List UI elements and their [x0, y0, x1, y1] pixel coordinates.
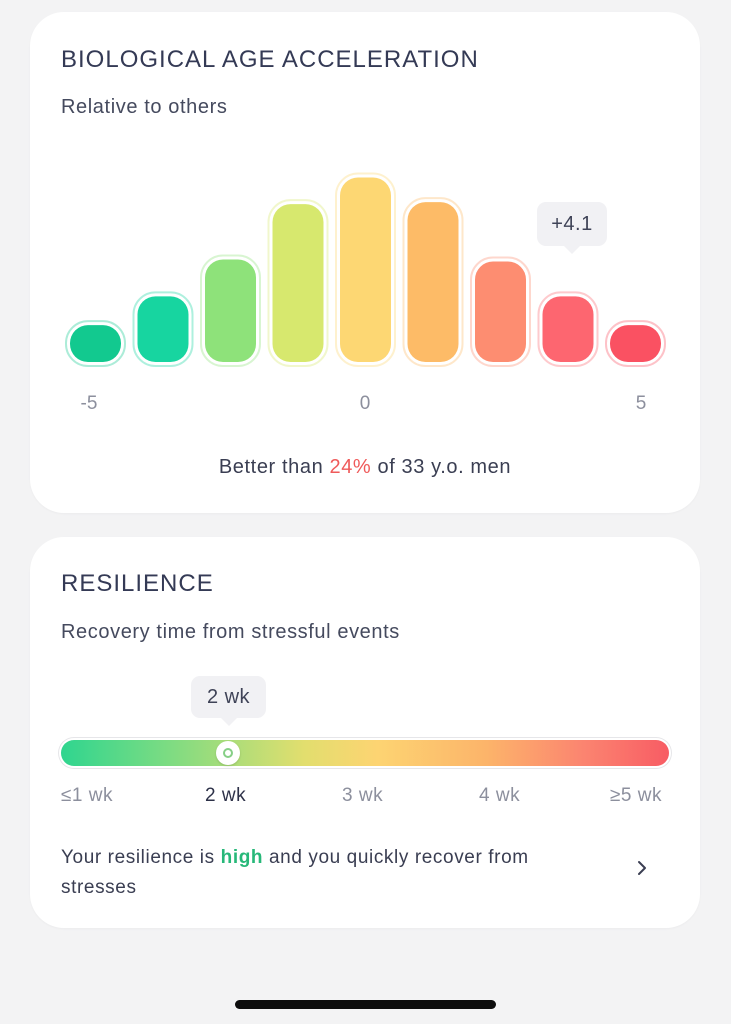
histogram-bar — [272, 204, 324, 362]
highlighted-value-tooltip: +4.1 — [537, 202, 607, 254]
comparison-summary: Better than 24% of 33 y.o. men — [30, 456, 700, 479]
scale-label-1wk: ≤1 wk — [61, 785, 113, 806]
biological-age-histogram — [65, 172, 666, 368]
summary-prefix: Better than — [218, 456, 330, 478]
scale-label-2wk: 2 wk — [205, 785, 247, 806]
resilience-level: high — [220, 847, 264, 868]
histogram-bar — [70, 325, 121, 362]
resilience-value-tooltip: 2 wk — [191, 676, 266, 726]
scale-label-4wk: 4 wk — [479, 785, 521, 806]
biological-age-card: BIOLOGICAL AGE ACCELERATION Relative to … — [30, 12, 700, 513]
summary-percent: 24% — [329, 456, 372, 478]
resilience-marker — [216, 741, 240, 765]
summary-suffix: of 33 y.o. men — [371, 456, 512, 478]
chevron-right-icon[interactable] — [631, 857, 653, 879]
resilience-subtitle: Recovery time from stressful events — [61, 621, 400, 643]
scale-label-3wk: 3 wk — [342, 785, 384, 806]
histogram-bar — [407, 202, 459, 362]
scale-label-5wk: ≥5 wk — [610, 785, 662, 806]
histogram-bar — [137, 296, 189, 362]
x-tick-label: -5 — [80, 393, 98, 414]
description-suffix: and you quickly recover from stresses — [61, 847, 529, 898]
histogram-bar — [340, 177, 391, 362]
home-indicator[interactable] — [235, 1000, 496, 1009]
biological-age-subtitle: Relative to others — [61, 96, 228, 118]
x-tick-label: 5 — [635, 393, 647, 414]
resilience-description: Your resilience is high and you quickly … — [61, 843, 581, 903]
resilience-title: RESILIENCE — [61, 570, 214, 597]
resilience-card[interactable]: RESILIENCE Recovery time from stressful … — [30, 537, 700, 928]
biological-age-title: BIOLOGICAL AGE ACCELERATION — [61, 46, 479, 73]
histogram-bar — [205, 259, 256, 362]
resilience-gradient-bar — [61, 740, 669, 766]
x-tick-label: 0 — [359, 393, 371, 414]
histogram-bar — [542, 296, 594, 362]
histogram-bar — [475, 261, 526, 362]
histogram-bar — [610, 325, 661, 362]
description-prefix: Your resilience is — [61, 847, 221, 868]
